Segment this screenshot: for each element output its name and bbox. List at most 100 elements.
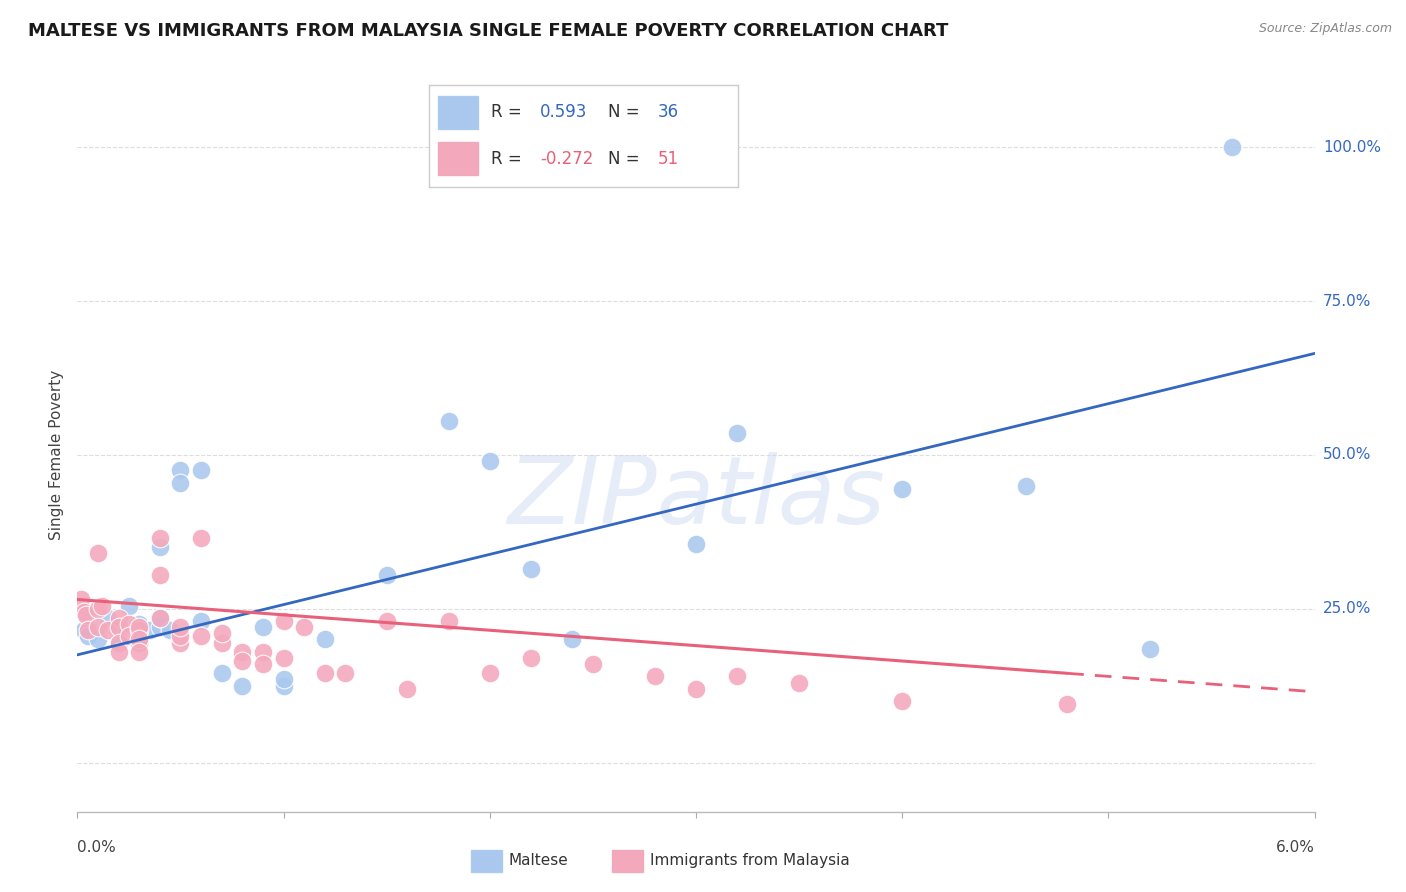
Point bbox=[520, 562, 543, 576]
Point bbox=[97, 611, 120, 625]
Point bbox=[118, 599, 141, 613]
Point bbox=[91, 599, 114, 613]
Point bbox=[169, 475, 191, 490]
Point bbox=[149, 567, 172, 582]
Point bbox=[190, 463, 212, 477]
Point bbox=[231, 679, 253, 693]
Text: 0.0%: 0.0% bbox=[77, 840, 117, 855]
Text: R =: R = bbox=[491, 150, 527, 168]
Point bbox=[190, 629, 212, 643]
Point bbox=[231, 645, 253, 659]
FancyBboxPatch shape bbox=[471, 849, 502, 872]
Point bbox=[138, 624, 160, 638]
Point bbox=[292, 620, 315, 634]
Point bbox=[252, 657, 274, 671]
Point bbox=[375, 567, 398, 582]
Point bbox=[118, 617, 141, 632]
Point bbox=[118, 629, 141, 643]
FancyBboxPatch shape bbox=[612, 849, 643, 872]
Point bbox=[97, 624, 120, 638]
Point bbox=[169, 629, 191, 643]
Point bbox=[169, 635, 191, 649]
Point bbox=[1220, 140, 1243, 154]
Point bbox=[159, 624, 181, 638]
Point bbox=[1015, 478, 1038, 492]
Point bbox=[128, 635, 150, 649]
Point bbox=[273, 679, 295, 693]
Point bbox=[169, 620, 191, 634]
Point bbox=[72, 605, 94, 619]
Point bbox=[211, 666, 233, 681]
Text: 50.0%: 50.0% bbox=[1323, 448, 1371, 462]
Y-axis label: Single Female Poverty: Single Female Poverty bbox=[49, 370, 65, 540]
Point bbox=[128, 624, 150, 638]
Point bbox=[149, 620, 172, 634]
Point bbox=[128, 632, 150, 647]
Point bbox=[231, 654, 253, 668]
Point bbox=[76, 624, 98, 638]
Point bbox=[149, 611, 172, 625]
Point bbox=[437, 614, 460, 628]
Text: 36: 36 bbox=[658, 103, 679, 121]
Point bbox=[169, 463, 191, 477]
Point bbox=[87, 632, 110, 647]
Text: 25.0%: 25.0% bbox=[1323, 601, 1371, 616]
Point bbox=[685, 681, 707, 696]
Point bbox=[87, 546, 110, 560]
Point bbox=[107, 635, 129, 649]
Point bbox=[128, 635, 150, 649]
Text: Source: ZipAtlas.com: Source: ZipAtlas.com bbox=[1258, 22, 1392, 36]
Text: 0.593: 0.593 bbox=[540, 103, 588, 121]
Text: ZIPatlas: ZIPatlas bbox=[508, 452, 884, 543]
Text: 100.0%: 100.0% bbox=[1323, 140, 1381, 155]
Point bbox=[252, 645, 274, 659]
Text: 6.0%: 6.0% bbox=[1275, 840, 1315, 855]
Point bbox=[561, 632, 583, 647]
Point bbox=[107, 624, 129, 638]
Point bbox=[149, 611, 172, 625]
Point bbox=[1056, 697, 1078, 711]
FancyBboxPatch shape bbox=[439, 96, 478, 128]
Point bbox=[190, 531, 212, 545]
Point bbox=[273, 673, 295, 687]
Text: Maltese: Maltese bbox=[509, 854, 568, 868]
Point bbox=[520, 651, 543, 665]
Point bbox=[190, 614, 212, 628]
Point bbox=[70, 592, 93, 607]
Text: 75.0%: 75.0% bbox=[1323, 293, 1371, 309]
Point bbox=[107, 635, 129, 649]
Point bbox=[211, 626, 233, 640]
Point bbox=[72, 624, 94, 638]
Point bbox=[128, 645, 150, 659]
Point bbox=[685, 537, 707, 551]
Point bbox=[582, 657, 605, 671]
Point bbox=[396, 681, 419, 696]
Point bbox=[87, 620, 110, 634]
Text: N =: N = bbox=[609, 150, 645, 168]
Point bbox=[107, 620, 129, 634]
Point bbox=[644, 669, 666, 683]
Point bbox=[891, 694, 914, 708]
Point bbox=[149, 540, 172, 554]
Point bbox=[314, 666, 336, 681]
Text: 51: 51 bbox=[658, 150, 679, 168]
Point bbox=[478, 454, 501, 468]
Point bbox=[128, 617, 150, 632]
Point bbox=[211, 635, 233, 649]
Point bbox=[1139, 641, 1161, 656]
Point bbox=[787, 675, 810, 690]
Point bbox=[314, 632, 336, 647]
Point bbox=[891, 482, 914, 496]
FancyBboxPatch shape bbox=[439, 142, 478, 175]
Point bbox=[252, 620, 274, 634]
Point bbox=[107, 611, 129, 625]
Point bbox=[128, 620, 150, 634]
Text: -0.272: -0.272 bbox=[540, 150, 593, 168]
Point bbox=[725, 426, 748, 441]
Point bbox=[725, 669, 748, 683]
Point bbox=[273, 614, 295, 628]
Point bbox=[335, 666, 357, 681]
Point bbox=[273, 651, 295, 665]
Point bbox=[107, 645, 129, 659]
Text: MALTESE VS IMMIGRANTS FROM MALAYSIA SINGLE FEMALE POVERTY CORRELATION CHART: MALTESE VS IMMIGRANTS FROM MALAYSIA SING… bbox=[28, 22, 949, 40]
